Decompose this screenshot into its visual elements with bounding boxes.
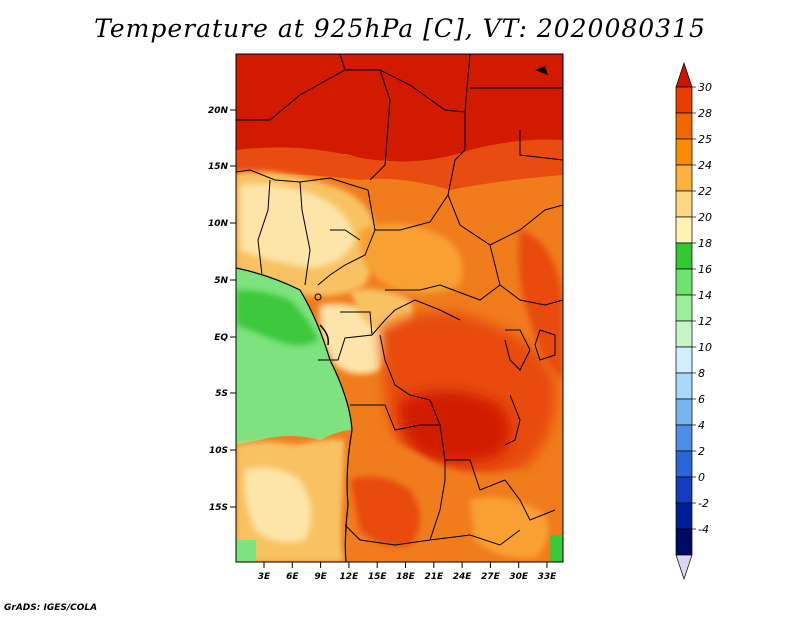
temperature-field	[236, 54, 563, 562]
colorbar-label: -2	[698, 497, 709, 510]
colorbar-label: 30	[698, 81, 712, 94]
colorbar-swatch	[675, 138, 693, 166]
lon-tick-label: 15E	[368, 572, 388, 582]
colorbar-swatch	[675, 372, 693, 400]
longitude-axis: 3E 6E 9E 12E 15E 18E 21E 24E 27E 30E 33E	[258, 562, 557, 582]
colorbar-bottom-arrow	[675, 554, 693, 581]
colorbar-swatch	[675, 398, 693, 426]
lat-tick-label: 15N	[208, 162, 229, 172]
lon-tick-label: 3E	[258, 572, 271, 582]
lon-tick-label: 21E	[424, 572, 444, 582]
colorbar-swatch	[675, 294, 693, 322]
lon-tick-label: 12E	[340, 572, 360, 582]
colorbar-top-arrow	[675, 61, 693, 88]
lat-tick-label: 5S	[215, 389, 228, 399]
colorbar-swatch	[675, 242, 693, 270]
lon-tick-label: 30E	[509, 572, 529, 582]
colorbar-swatch	[675, 502, 693, 530]
lon-tick-label: 33E	[538, 572, 558, 582]
lon-tick-label: 9E	[314, 572, 327, 582]
lat-tick-label: 5N	[214, 276, 228, 286]
lat-tick-label: 15S	[209, 503, 228, 513]
colorbar-label: 20	[698, 211, 712, 224]
colorbar-swatch	[675, 450, 693, 478]
colorbar-label: 0	[698, 471, 705, 484]
lon-tick-label: 6E	[286, 572, 299, 582]
colorbar-label: 14	[698, 289, 712, 302]
grads-credit: GrADS: IGES/COLA	[4, 603, 98, 613]
lon-tick-label: 24E	[453, 572, 473, 582]
colorbar-swatch	[675, 112, 693, 140]
colorbar-label: 4	[698, 419, 705, 432]
colorbar-swatch	[675, 164, 693, 192]
lon-tick-label: 27E	[481, 572, 501, 582]
colorbar-swatch	[675, 86, 693, 114]
colorbar-swatch	[675, 346, 693, 374]
colorbar-label: 6	[698, 393, 705, 406]
colorbar-label: 10	[698, 341, 712, 354]
lon-tick-label: 18E	[396, 572, 416, 582]
lat-tick-label: 20N	[208, 106, 229, 116]
colorbar-swatch	[675, 190, 693, 218]
colorbar-swatch	[675, 268, 693, 296]
colorbar-label: 2	[698, 445, 705, 458]
colorbar-swatch	[675, 424, 693, 452]
colorbar-swatch	[675, 528, 693, 556]
lat-tick-label: 10N	[208, 219, 229, 229]
colorbar-label: 25	[698, 133, 712, 146]
lat-tick-label: EQ	[214, 333, 228, 343]
lat-tick-label: 10S	[209, 446, 228, 456]
colorbar-label: 8	[698, 367, 705, 380]
colorbar-label: 22	[698, 185, 712, 198]
chart-title: Temperature at 925hPa [C], VT: 202008031…	[94, 14, 706, 43]
colorbar-label: 16	[698, 263, 712, 276]
colorbar-label: 28	[698, 107, 712, 120]
colorbar-label: 18	[698, 237, 712, 250]
colorbar-label: 24	[698, 159, 712, 172]
colorbar-swatch	[675, 476, 693, 504]
colorbar-label: 12	[698, 315, 712, 328]
colorbar-label: -4	[698, 523, 709, 536]
latitude-axis: 20N 15N 10N 5N EQ 5S 10S 15S	[208, 106, 236, 513]
colorbar-swatch	[675, 216, 693, 244]
colorbar-swatch	[675, 320, 693, 348]
